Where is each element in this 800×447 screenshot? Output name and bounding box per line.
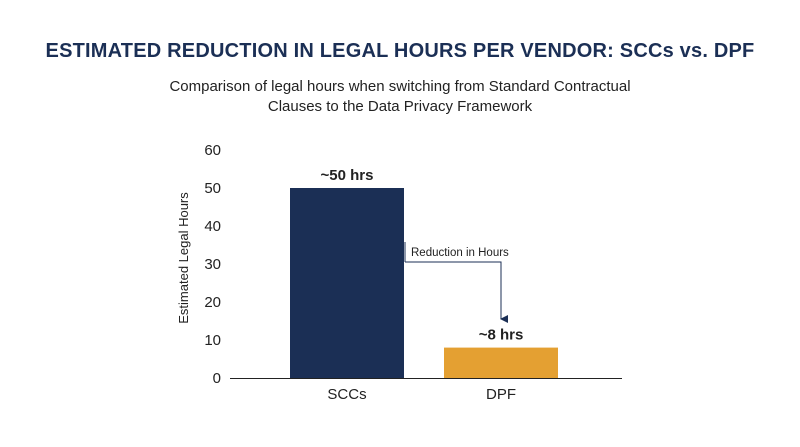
annotation-arrow xyxy=(405,261,508,323)
x-axis: SCCs DPF xyxy=(327,386,516,403)
chart-title: ESTIMATED REDUCTION IN LEGAL HOURS PER V… xyxy=(45,40,755,62)
data-labels: ~50 hrs ~8 hrs xyxy=(321,167,524,344)
bars xyxy=(290,188,558,378)
y-tick-label: 10 xyxy=(204,332,221,349)
y-tick-label: 0 xyxy=(213,370,221,387)
y-tick-label: 50 xyxy=(204,180,221,197)
y-tick-label: 40 xyxy=(204,218,221,235)
y-axis: 0 10 20 30 40 50 60 xyxy=(204,142,221,387)
chart-subtitle: Comparison of legal hours when switching… xyxy=(169,78,631,115)
reduction-annotation: Reduction in Hours xyxy=(404,242,509,323)
bar-dpf xyxy=(444,347,558,378)
data-label: ~8 hrs xyxy=(479,327,524,344)
x-tick-label: SCCs xyxy=(327,386,366,403)
y-tick-label: 30 xyxy=(204,256,221,273)
y-tick-label: 60 xyxy=(204,142,221,159)
bar-sccs xyxy=(290,188,404,378)
annotation-label: Reduction in Hours xyxy=(411,247,509,259)
data-label: ~50 hrs xyxy=(321,167,374,184)
y-tick-label: 20 xyxy=(204,294,221,311)
y-axis-label: Estimated Legal Hours xyxy=(176,192,191,324)
x-tick-label: DPF xyxy=(486,386,516,403)
